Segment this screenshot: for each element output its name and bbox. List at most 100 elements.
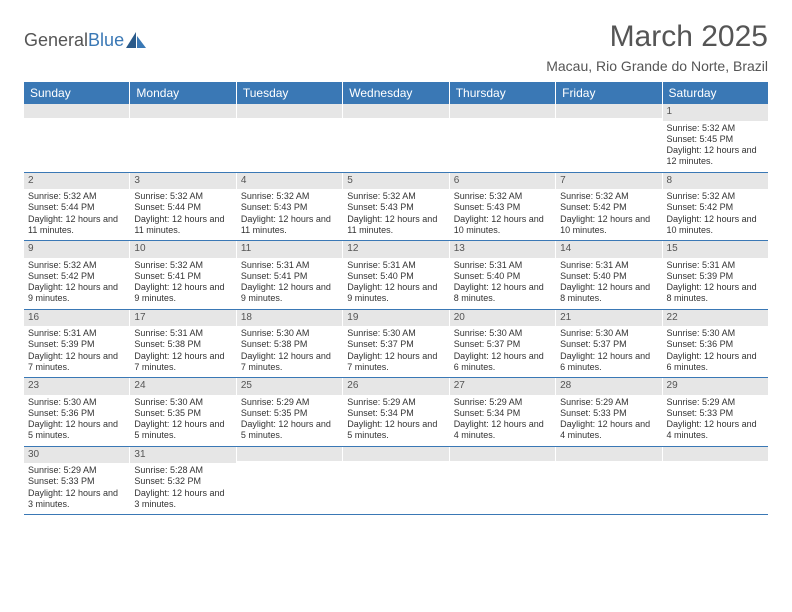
- sunrise: Sunrise: 5:29 AM: [667, 397, 764, 408]
- sunset: Sunset: 5:40 PM: [347, 271, 444, 282]
- day-number: 15: [663, 241, 768, 258]
- sunset: Sunset: 5:35 PM: [241, 408, 338, 419]
- daylight: Daylight: 12 hours and 12 minutes.: [667, 145, 764, 168]
- day-cell: 15Sunrise: 5:31 AMSunset: 5:39 PMDayligh…: [663, 241, 768, 309]
- logo-part1: General: [24, 30, 88, 50]
- day-number-empty: [343, 447, 448, 461]
- daylight: Daylight: 12 hours and 5 minutes.: [134, 419, 231, 442]
- day-number: 11: [237, 241, 342, 258]
- daylight: Daylight: 12 hours and 9 minutes.: [347, 282, 444, 305]
- week-row: 9Sunrise: 5:32 AMSunset: 5:42 PMDaylight…: [24, 241, 768, 310]
- day-cell: 3Sunrise: 5:32 AMSunset: 5:44 PMDaylight…: [130, 173, 236, 241]
- daylight: Daylight: 12 hours and 7 minutes.: [28, 351, 125, 374]
- day-number: 21: [556, 310, 661, 327]
- day-cell: 23Sunrise: 5:30 AMSunset: 5:36 PMDayligh…: [24, 378, 130, 446]
- month-title: March 2025: [546, 20, 768, 54]
- title-block: March 2025 Macau, Rio Grande do Norte, B…: [546, 20, 768, 74]
- day-body: Sunrise: 5:32 AMSunset: 5:43 PMDaylight:…: [237, 189, 342, 240]
- day-number: 1: [663, 104, 768, 121]
- day-body: Sunrise: 5:32 AMSunset: 5:43 PMDaylight:…: [343, 189, 448, 240]
- day-cell: 21Sunrise: 5:30 AMSunset: 5:37 PMDayligh…: [556, 310, 662, 378]
- daylight: Daylight: 12 hours and 7 minutes.: [241, 351, 338, 374]
- sunrise: Sunrise: 5:29 AM: [560, 397, 657, 408]
- daylight: Daylight: 12 hours and 10 minutes.: [560, 214, 657, 237]
- day-cell: 6Sunrise: 5:32 AMSunset: 5:43 PMDaylight…: [450, 173, 556, 241]
- day-cell: 19Sunrise: 5:30 AMSunset: 5:37 PMDayligh…: [343, 310, 449, 378]
- sunrise: Sunrise: 5:29 AM: [28, 465, 125, 476]
- daylight: Daylight: 12 hours and 9 minutes.: [241, 282, 338, 305]
- sunset: Sunset: 5:43 PM: [241, 202, 338, 213]
- daylight: Daylight: 12 hours and 11 minutes.: [241, 214, 338, 237]
- day-body: Sunrise: 5:32 AMSunset: 5:44 PMDaylight:…: [130, 189, 235, 240]
- day-number: 18: [237, 310, 342, 327]
- day-body: Sunrise: 5:31 AMSunset: 5:39 PMDaylight:…: [24, 326, 129, 377]
- sunrise: Sunrise: 5:29 AM: [347, 397, 444, 408]
- logo-part2: Blue: [88, 30, 124, 50]
- day-body: Sunrise: 5:30 AMSunset: 5:36 PMDaylight:…: [663, 326, 768, 377]
- day-cell: 18Sunrise: 5:30 AMSunset: 5:38 PMDayligh…: [237, 310, 343, 378]
- day-cell: [450, 447, 556, 515]
- day-number: 4: [237, 173, 342, 190]
- day-body: Sunrise: 5:32 AMSunset: 5:41 PMDaylight:…: [130, 258, 235, 309]
- sunrise: Sunrise: 5:31 AM: [454, 260, 551, 271]
- day-number-empty: [237, 447, 342, 461]
- sunset: Sunset: 5:44 PM: [134, 202, 231, 213]
- sunset: Sunset: 5:32 PM: [134, 476, 231, 487]
- daylight: Daylight: 12 hours and 10 minutes.: [667, 214, 764, 237]
- sunset: Sunset: 5:41 PM: [241, 271, 338, 282]
- sunset: Sunset: 5:42 PM: [28, 271, 125, 282]
- day-cell: 25Sunrise: 5:29 AMSunset: 5:35 PMDayligh…: [237, 378, 343, 446]
- day-cell: 22Sunrise: 5:30 AMSunset: 5:36 PMDayligh…: [663, 310, 768, 378]
- day-number: 2: [24, 173, 129, 190]
- calendar: SundayMondayTuesdayWednesdayThursdayFrid…: [24, 82, 768, 515]
- sunset: Sunset: 5:38 PM: [134, 339, 231, 350]
- day-cell: [663, 447, 768, 515]
- sunset: Sunset: 5:39 PM: [667, 271, 764, 282]
- sunrise: Sunrise: 5:31 AM: [241, 260, 338, 271]
- day-number: 26: [343, 378, 448, 395]
- day-body: Sunrise: 5:32 AMSunset: 5:42 PMDaylight:…: [24, 258, 129, 309]
- location: Macau, Rio Grande do Norte, Brazil: [546, 58, 768, 74]
- day-cell: 14Sunrise: 5:31 AMSunset: 5:40 PMDayligh…: [556, 241, 662, 309]
- day-header: Monday: [130, 82, 236, 104]
- sunrise: Sunrise: 5:32 AM: [241, 191, 338, 202]
- day-number: 5: [343, 173, 448, 190]
- sunset: Sunset: 5:33 PM: [667, 408, 764, 419]
- daylight: Daylight: 12 hours and 3 minutes.: [134, 488, 231, 511]
- daylight: Daylight: 12 hours and 5 minutes.: [347, 419, 444, 442]
- day-cell: 5Sunrise: 5:32 AMSunset: 5:43 PMDaylight…: [343, 173, 449, 241]
- daylight: Daylight: 12 hours and 9 minutes.: [28, 282, 125, 305]
- day-header: Thursday: [450, 82, 556, 104]
- sunrise: Sunrise: 5:30 AM: [667, 328, 764, 339]
- day-body: Sunrise: 5:30 AMSunset: 5:36 PMDaylight:…: [24, 395, 129, 446]
- sunset: Sunset: 5:34 PM: [454, 408, 551, 419]
- day-number: 27: [450, 378, 555, 395]
- sunset: Sunset: 5:39 PM: [28, 339, 125, 350]
- day-number: 16: [24, 310, 129, 327]
- sunset: Sunset: 5:36 PM: [28, 408, 125, 419]
- day-number: 7: [556, 173, 661, 190]
- sunrise: Sunrise: 5:31 AM: [667, 260, 764, 271]
- weeks-container: 1Sunrise: 5:32 AMSunset: 5:45 PMDaylight…: [24, 104, 768, 515]
- day-cell: 16Sunrise: 5:31 AMSunset: 5:39 PMDayligh…: [24, 310, 130, 378]
- day-cell: [556, 104, 662, 172]
- daylight: Daylight: 12 hours and 4 minutes.: [454, 419, 551, 442]
- sunrise: Sunrise: 5:32 AM: [454, 191, 551, 202]
- daylight: Daylight: 12 hours and 7 minutes.: [134, 351, 231, 374]
- day-body: Sunrise: 5:31 AMSunset: 5:41 PMDaylight:…: [237, 258, 342, 309]
- day-number: 29: [663, 378, 768, 395]
- day-cell: [237, 447, 343, 515]
- daylight: Daylight: 12 hours and 6 minutes.: [454, 351, 551, 374]
- day-body: Sunrise: 5:32 AMSunset: 5:44 PMDaylight:…: [24, 189, 129, 240]
- sunset: Sunset: 5:33 PM: [560, 408, 657, 419]
- day-cell: [343, 104, 449, 172]
- sunrise: Sunrise: 5:29 AM: [454, 397, 551, 408]
- header: GeneralBlue March 2025 Macau, Rio Grande…: [24, 20, 768, 74]
- day-number: 9: [24, 241, 129, 258]
- day-cell: 11Sunrise: 5:31 AMSunset: 5:41 PMDayligh…: [237, 241, 343, 309]
- daylight: Daylight: 12 hours and 3 minutes.: [28, 488, 125, 511]
- day-number: 22: [663, 310, 768, 327]
- day-cell: [343, 447, 449, 515]
- day-body: Sunrise: 5:29 AMSunset: 5:35 PMDaylight:…: [237, 395, 342, 446]
- day-number: 12: [343, 241, 448, 258]
